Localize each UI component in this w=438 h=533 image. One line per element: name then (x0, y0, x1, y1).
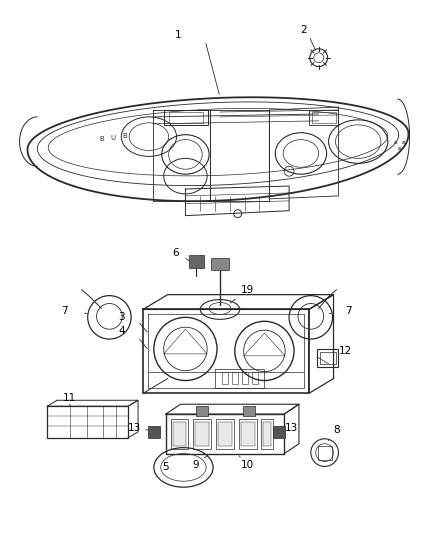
Text: U: U (111, 135, 116, 141)
Bar (263, 422, 271, 446)
Bar (312, 112, 336, 123)
Bar (261, 419, 273, 449)
Bar (195, 422, 209, 446)
Bar (189, 255, 204, 268)
Bar (171, 419, 188, 449)
Text: 12: 12 (339, 346, 352, 356)
Text: ⌀: ⌀ (402, 140, 405, 144)
Bar (251, 372, 258, 384)
Bar (164, 110, 208, 125)
Bar (318, 446, 332, 459)
Bar (169, 112, 203, 123)
Bar (215, 369, 265, 389)
Bar (218, 422, 232, 446)
Text: 13: 13 (127, 423, 141, 433)
Bar (193, 419, 211, 449)
Bar (309, 110, 339, 125)
Text: ⌀: ⌀ (398, 146, 401, 150)
Bar (222, 372, 228, 384)
Text: 6: 6 (172, 248, 179, 258)
Bar (242, 372, 247, 384)
Text: 2: 2 (300, 25, 307, 35)
Bar (239, 419, 257, 449)
Text: 5: 5 (162, 463, 169, 472)
Text: 8: 8 (333, 425, 340, 435)
Bar (211, 258, 229, 270)
Bar (216, 419, 234, 449)
Bar (317, 349, 339, 367)
Text: 11: 11 (63, 393, 77, 403)
Text: B: B (123, 133, 127, 139)
Text: 13: 13 (284, 423, 298, 433)
Bar (232, 372, 238, 384)
Bar (148, 426, 160, 438)
Bar (241, 422, 254, 446)
Text: 9: 9 (192, 461, 198, 471)
Bar (173, 422, 187, 446)
Bar (47, 406, 128, 438)
Text: 4: 4 (118, 326, 124, 336)
Text: 7: 7 (61, 306, 67, 317)
Bar (243, 406, 254, 416)
Text: 19: 19 (241, 285, 254, 295)
Text: ⌀: ⌀ (394, 140, 397, 144)
Text: 7: 7 (345, 306, 352, 317)
Text: 1: 1 (175, 30, 182, 40)
Text: 3: 3 (118, 312, 124, 322)
Bar (320, 352, 336, 364)
Bar (273, 426, 285, 438)
Text: B: B (99, 135, 104, 142)
Bar (196, 406, 208, 416)
Text: 10: 10 (241, 461, 254, 471)
